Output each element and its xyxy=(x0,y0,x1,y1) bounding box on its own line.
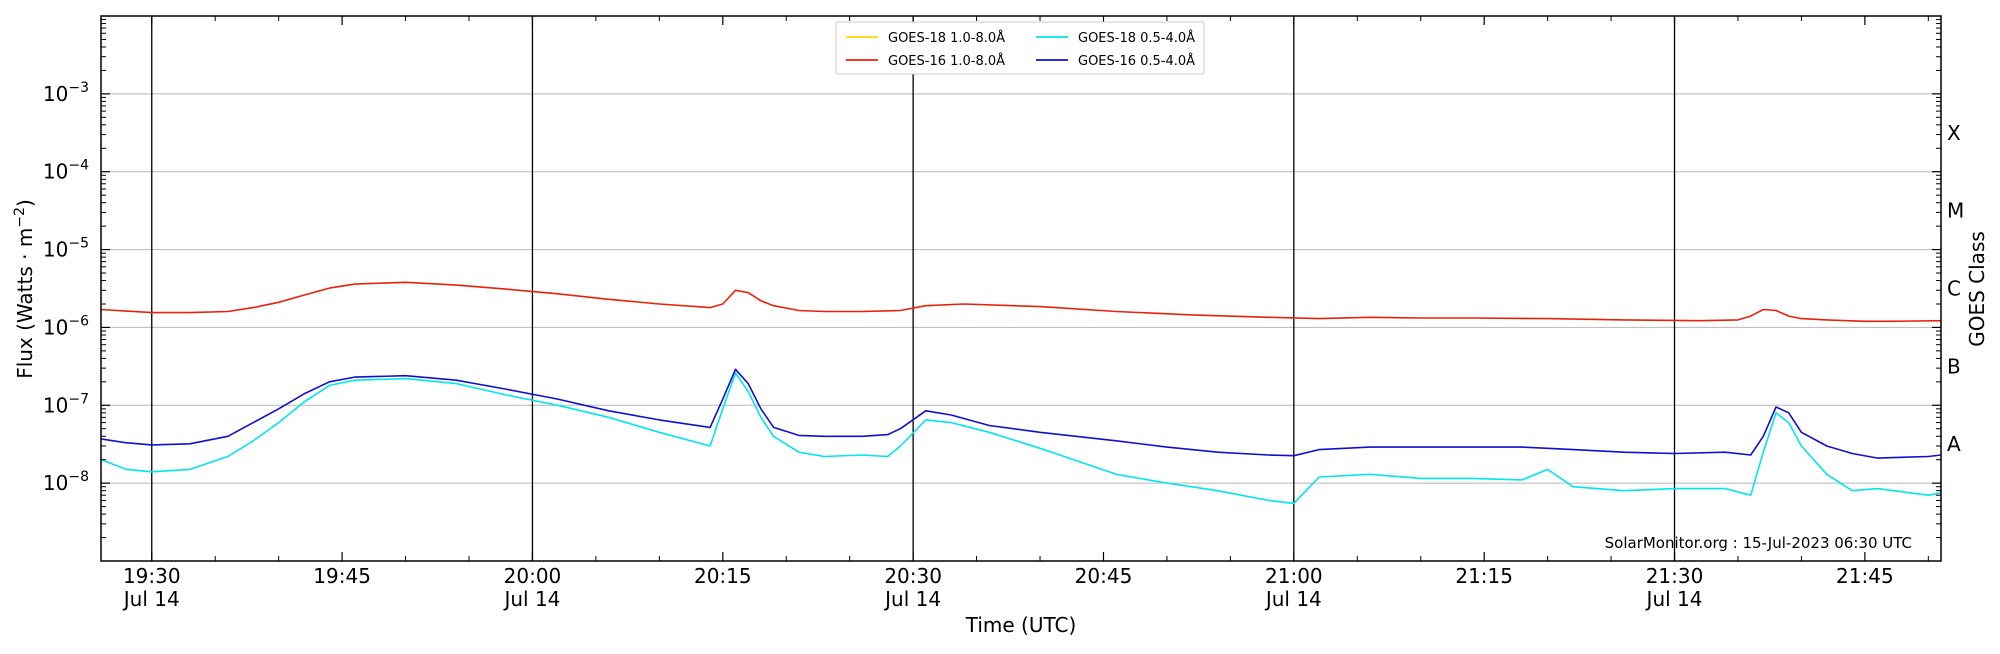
y-axis-label: Flux (Watts · m−2) xyxy=(12,199,37,379)
legend-label-3: GOES-16 0.5-4.0Å xyxy=(1078,53,1195,69)
y-tick-label: 10−7 xyxy=(43,391,89,417)
legend-label-1: GOES-16 1.0-8.0Å xyxy=(888,53,1005,69)
x-tick-label: 19:45 xyxy=(313,564,371,588)
x-tick-date-label: Jul 14 xyxy=(122,587,180,611)
right-axis-label: GOES Class xyxy=(1965,231,1989,347)
legend-label-2: GOES-18 0.5-4.0Å xyxy=(1078,30,1195,46)
x-tick-label: 20:00 xyxy=(504,564,562,588)
plot-frame xyxy=(100,15,1942,562)
y-tick-label: 10−5 xyxy=(43,236,89,262)
x-tick-date-label: Jul 14 xyxy=(1264,587,1322,611)
x-tick-label: 20:45 xyxy=(1075,564,1133,588)
y-axis-label-main: Flux (Watts · m xyxy=(13,228,37,379)
source-annotation: SolarMonitor.org : 15-Jul-2023 06:30 UTC xyxy=(1605,534,1912,552)
legend-box xyxy=(835,21,1205,75)
y-axis-label-close: ) xyxy=(13,199,37,207)
goes-class-x: X xyxy=(1947,121,1961,145)
x-axis-label: Time (UTC) xyxy=(965,613,1077,637)
goes-class-labels: A B C M X xyxy=(1947,121,1964,456)
goes-class-m: M xyxy=(1947,199,1964,223)
legend: GOES-18 1.0-8.0Å GOES-16 1.0-8.0Å GOES-18 … xyxy=(835,21,1205,75)
y-axis-ticks: 10−8 10−7 10−6 10−5 10−4 10−3 xyxy=(43,19,1941,539)
series-line-2 xyxy=(101,372,1941,505)
y-tick-label: 10−6 xyxy=(43,313,89,339)
x-tick-date-label: Jul 14 xyxy=(1645,587,1703,611)
goes-class-b: B xyxy=(1947,354,1961,378)
x-tick-label: 21:30 xyxy=(1646,564,1704,588)
goes-class-a: A xyxy=(1947,432,1961,456)
x-tick-label: 19:30 xyxy=(123,564,181,588)
series-lines xyxy=(101,281,1941,505)
horizontal-gridlines xyxy=(101,93,1941,484)
goes-class-c: C xyxy=(1947,277,1961,301)
y-tick-label: 10−4 xyxy=(43,158,89,184)
date-marker-lines xyxy=(151,16,1676,561)
x-tick-label: 21:45 xyxy=(1836,564,1894,588)
x-tick-label: 21:00 xyxy=(1265,564,1323,588)
y-tick-label: 10−3 xyxy=(43,80,89,106)
x-tick-date-label: Jul 14 xyxy=(883,587,941,611)
x-tick-label: 20:30 xyxy=(884,564,942,588)
x-tick-label: 21:15 xyxy=(1455,564,1513,588)
series-line-3 xyxy=(101,368,1941,459)
series-line-1 xyxy=(101,281,1941,323)
legend-label-0: GOES-18 1.0-8.0Å xyxy=(888,30,1005,46)
x-tick-label: 20:15 xyxy=(694,564,752,588)
x-tick-date-label: Jul 14 xyxy=(502,587,560,611)
y-tick-label: 10−8 xyxy=(43,469,89,495)
y-axis-label-exponent: −2 xyxy=(12,207,28,228)
